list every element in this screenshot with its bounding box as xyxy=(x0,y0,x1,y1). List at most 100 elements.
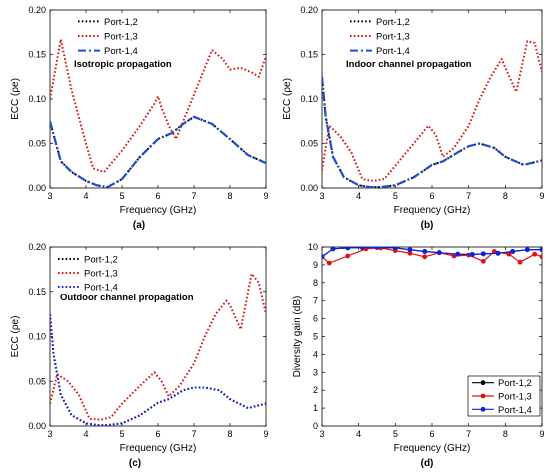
y-axis-label: ECC (ρe) xyxy=(282,78,293,120)
legend-marker xyxy=(480,393,486,399)
legend-marker xyxy=(480,406,486,412)
y-axis-label: ECC (ρe) xyxy=(10,316,21,358)
panel-label: (b) xyxy=(421,220,434,231)
panel-label: (c) xyxy=(129,458,141,469)
propagation-label: Isotropic propagation xyxy=(74,59,172,70)
y-tick-label: 0.10 xyxy=(28,332,46,342)
legend: Port-1,2 Port-1,3 Port-1,4 xyxy=(467,375,541,417)
series-line-1 xyxy=(322,76,542,188)
x-tick-label: 7 xyxy=(191,191,196,201)
y-tick-label: 6 xyxy=(313,314,318,324)
chart-panel-3: 3 4 5 6 7 8 9 0.00 0.05 0.10 0.15 0.20 Frequency (GH… xyxy=(10,242,269,469)
y-tick-label: 1 xyxy=(313,403,318,413)
data-point xyxy=(524,247,530,253)
x-tick-label: 4 xyxy=(83,191,88,201)
y-tick-label: 0.00 xyxy=(28,183,46,193)
y-tick-label: 0.05 xyxy=(300,139,318,149)
x-tick-label: 5 xyxy=(393,429,398,439)
data-point xyxy=(436,250,442,256)
y-tick-label: 9 xyxy=(313,260,318,270)
x-tick-label: 9 xyxy=(539,191,544,201)
legend-entry: Port-1,2 xyxy=(84,255,118,266)
series-line-1 xyxy=(50,115,266,188)
chart-panel-1: 3 4 5 6 7 8 9 0.00 0.05 0.10 0.15 0.20 Frequency (GH… xyxy=(10,5,269,231)
x-tick-label: 9 xyxy=(539,429,544,439)
data-point xyxy=(539,254,542,260)
legend-entry: Port-1,3 xyxy=(104,32,138,43)
x-tick-label: 3 xyxy=(47,191,52,201)
legend-entry: Port-1,4 xyxy=(498,405,532,416)
y-axis-label: ECC (ρe) xyxy=(10,78,21,120)
series-group xyxy=(322,247,542,266)
x-axis-label: Frequency (GHz) xyxy=(394,443,471,454)
x-tick-label: 8 xyxy=(227,429,232,439)
x-tick-label: 8 xyxy=(503,429,508,439)
data-point xyxy=(491,249,497,254)
data-point xyxy=(422,254,428,260)
data-point xyxy=(407,250,413,256)
y-tick-label: 0.00 xyxy=(300,183,318,193)
y-tick-label: 0 xyxy=(313,421,318,431)
legend-entry: Port-1,3 xyxy=(84,269,118,280)
data-point xyxy=(359,247,365,250)
x-tick-label: 6 xyxy=(429,191,434,201)
x-tick-label: 4 xyxy=(356,429,361,439)
x-tick-label: 7 xyxy=(466,191,471,201)
x-tick-label: 8 xyxy=(227,191,232,201)
legend-entry: Port-1,4 xyxy=(84,283,118,294)
series-line-3 xyxy=(322,76,542,188)
y-tick-label: 0.20 xyxy=(28,5,46,15)
x-tick-label: 5 xyxy=(119,191,124,201)
data-point xyxy=(451,253,457,259)
data-point xyxy=(480,258,486,264)
data-point xyxy=(407,247,413,253)
propagation-label: Indoor channel propagation xyxy=(346,59,472,70)
y-tick-label: 10 xyxy=(308,242,318,252)
legend-entry: Port-1,2 xyxy=(376,17,410,28)
legend-entry: Port-1,2 xyxy=(104,17,138,28)
data-point xyxy=(517,259,523,265)
x-tick-label: 9 xyxy=(263,429,268,439)
y-tick-label: 0.15 xyxy=(300,50,318,60)
x-tick-label: 6 xyxy=(155,191,160,201)
x-tick-label: 7 xyxy=(191,429,196,439)
series-line-3 xyxy=(322,247,542,258)
y-tick-label: 0.20 xyxy=(300,5,318,15)
data-point xyxy=(510,249,516,254)
legend-entry: Port-1,3 xyxy=(376,32,410,43)
panel-label: (d) xyxy=(421,458,434,469)
x-tick-label: 8 xyxy=(503,191,508,201)
series-line-3 xyxy=(50,115,266,188)
x-tick-label: 4 xyxy=(83,429,88,439)
series-line-3 xyxy=(50,314,266,426)
y-tick-label: 3 xyxy=(313,367,318,377)
y-tick-label: 7 xyxy=(313,296,318,306)
panel-label: (a) xyxy=(133,220,145,231)
series-group xyxy=(50,272,266,426)
data-point xyxy=(469,252,475,257)
data-point xyxy=(532,251,538,257)
y-axis-label: Diversity gain (dB) xyxy=(292,296,303,378)
y-tick-label: 0.10 xyxy=(300,94,318,104)
series-group xyxy=(322,40,542,188)
data-point xyxy=(480,251,486,257)
x-tick-label: 5 xyxy=(119,429,124,439)
x-tick-label: 3 xyxy=(47,429,52,439)
data-point xyxy=(345,247,351,251)
x-tick-label: 3 xyxy=(319,429,324,439)
series-line-1 xyxy=(50,314,266,426)
propagation-label: Outdoor channel propagation xyxy=(60,292,194,303)
x-tick-label: 7 xyxy=(466,429,471,439)
series-group xyxy=(50,38,266,188)
legend-entry: Port-1,3 xyxy=(498,392,532,403)
y-tick-label: 0.15 xyxy=(28,50,46,60)
legend-entry: Port-1,4 xyxy=(376,46,410,57)
legend-box xyxy=(54,252,146,294)
chart-panel-2: 3 4 5 6 7 8 9 0.00 0.05 0.10 0.15 0.20 Frequency (GH… xyxy=(282,5,545,231)
data-point xyxy=(506,251,512,257)
legend: Port-1,2 Port-1,3 Port-1,4 xyxy=(54,252,146,294)
legend: Port-1,2 Port-1,3 Port-1,4 xyxy=(74,14,166,58)
series-line-2 xyxy=(50,272,266,421)
x-tick-label: 6 xyxy=(429,429,434,439)
